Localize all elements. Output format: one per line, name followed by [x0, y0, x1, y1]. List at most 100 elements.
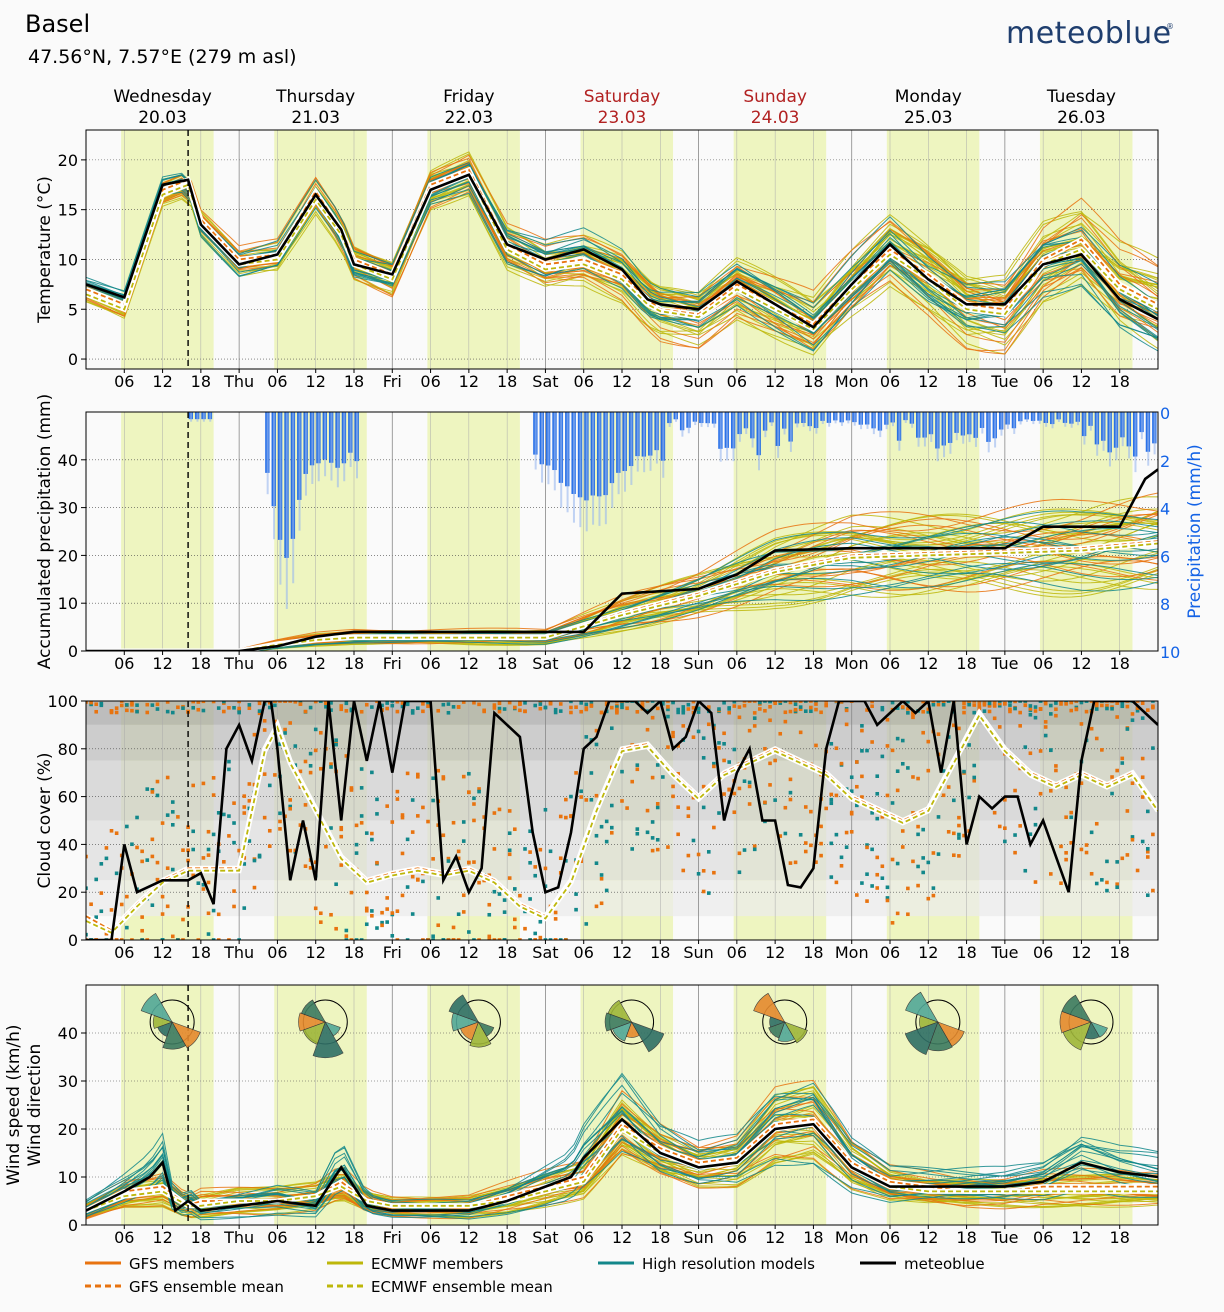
legend-label-gfs_mean: GFS ensemble mean [129, 1278, 284, 1296]
cloud-member-point [681, 868, 686, 873]
cloud-member-point [1033, 822, 1038, 827]
precip-rate-spread-87 [643, 412, 646, 473]
cloud-member-point [400, 701, 405, 705]
cloud-member-point [727, 787, 731, 792]
cloud-member-point [957, 836, 961, 840]
cloud-member-point [283, 731, 287, 735]
cloud-member-point [946, 701, 951, 703]
cloud-member-point [793, 701, 798, 703]
cloud-member-point [477, 789, 481, 794]
cloud-member-point [558, 856, 563, 861]
cloud-member-point [385, 701, 389, 705]
cloud-member-point [962, 705, 966, 710]
cloud-member-point [676, 805, 680, 809]
cloud-member-point [870, 847, 874, 852]
precip-rate-spread-145 [1013, 412, 1016, 434]
cloud-member-point [962, 701, 966, 705]
cloud-member-point [370, 914, 374, 918]
cloud-member-point [211, 832, 216, 837]
cloud-member-point [89, 902, 93, 907]
cloud-member-point [834, 793, 839, 798]
cloud-member-point [441, 938, 446, 940]
precipitation-daylight-5 [886, 412, 980, 651]
precip-rate-spread-74 [560, 412, 563, 508]
cloud-member-point [482, 709, 486, 714]
cloud-member-point [885, 744, 890, 748]
cloud-member-point [293, 744, 298, 748]
precip-rate-spread-41 [349, 412, 352, 467]
precip-rate-spread-118 [840, 412, 843, 426]
cloud-member-point [436, 923, 441, 928]
cloud-member-point [880, 864, 885, 869]
cloud-member-point [1110, 706, 1114, 711]
precip-rate-spread-114 [815, 412, 818, 434]
cloud-member-point [1094, 736, 1099, 741]
cloud-member-point [676, 744, 680, 748]
cloud-member-point [916, 824, 920, 829]
cloud-member-point [671, 784, 675, 789]
precip-rate-spread-156 [1083, 412, 1086, 445]
temperature-xtick-label-150: 06 [1033, 372, 1053, 391]
precip-rate-spread-155 [1077, 412, 1080, 426]
brand-logo[interactable]: meteoblue [1006, 16, 1172, 51]
cloud-member-point [620, 769, 624, 774]
cloud-member-point [558, 938, 563, 940]
cloud-member-point [717, 811, 721, 815]
cloud-member-point [972, 703, 977, 707]
cloud-member-point [706, 722, 711, 727]
cloud-member-point [941, 701, 946, 703]
precip-rate-spread-28 [266, 412, 269, 495]
cloud-member-point [400, 704, 405, 709]
cloud-member-point [1094, 701, 1099, 706]
cloud-member-point [916, 864, 920, 869]
cloud-member-point [543, 866, 548, 871]
cloud-member-point [553, 917, 558, 921]
cloud-member-point [1079, 847, 1084, 852]
wind-xtick-label-66: 18 [497, 1228, 517, 1247]
cloud-member-point [701, 805, 706, 810]
precip-rate-spread-123 [872, 412, 875, 435]
cloud-member-point [385, 804, 389, 808]
cloud-member-point [370, 837, 374, 842]
cloud-member-point [477, 702, 481, 707]
cloud-member-point [620, 702, 624, 706]
precip-rate-spread-153 [1064, 412, 1067, 427]
wind-rose-sector [477, 1021, 495, 1037]
cloud-member-point [196, 938, 201, 940]
day-name-4: Sunday [743, 87, 807, 107]
cloud-member-point [431, 798, 435, 803]
cloud-member-point [936, 702, 941, 707]
cloud-member-point [890, 857, 895, 862]
cloud-member-point [967, 701, 971, 703]
cloud-member-point [130, 938, 134, 940]
wind-night-0 [86, 985, 109, 1225]
cloud-member-point [706, 705, 711, 709]
cloud-member-point [1084, 701, 1089, 703]
cloud-member-point [283, 701, 287, 703]
cloud-member-point [722, 758, 726, 763]
cloud-member-point [385, 907, 389, 911]
cloud-member-point [1120, 761, 1125, 765]
cloud-member-point [390, 911, 395, 915]
cloud-member-point [727, 710, 731, 715]
cloud-member-point [926, 768, 931, 773]
cloud-member-point [1064, 815, 1068, 819]
cloud-member-point [829, 841, 834, 846]
cloud-member-point [584, 702, 589, 707]
cloud-member-point [763, 800, 767, 805]
wind-direction-axis-label: Wind direction [25, 1044, 45, 1167]
cloud-member-point [788, 777, 793, 782]
cloud-member-point [262, 772, 267, 776]
cloud-member-point [609, 831, 614, 835]
precip-rate-spread-143 [1000, 412, 1003, 436]
cloud-xtick-label-150: 06 [1033, 943, 1053, 962]
cloud-member-point [492, 811, 497, 815]
cloud-member-point [997, 703, 1002, 708]
cloud-member-point [900, 761, 905, 766]
cloud-member-point [865, 748, 869, 753]
cloud-member-point [364, 831, 369, 835]
cloud-member-point [334, 738, 338, 742]
cloud-member-point [232, 821, 236, 825]
cloud-xtick-label-18: 18 [191, 943, 211, 962]
